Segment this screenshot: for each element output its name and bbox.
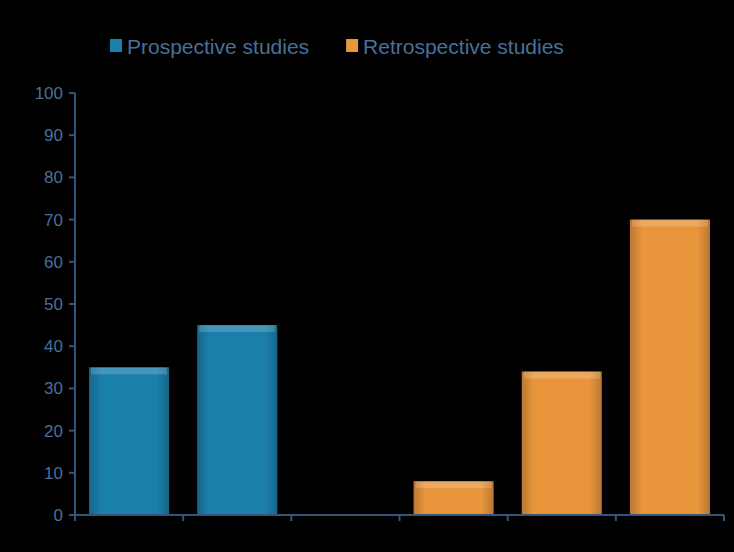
y-tick-label: 40 (44, 337, 63, 356)
bar-highlight (632, 220, 708, 227)
bar (630, 220, 710, 515)
y-tick (69, 430, 75, 432)
x-tick (507, 515, 509, 521)
y-tick (69, 472, 75, 474)
y-tick-label: 20 (44, 422, 63, 441)
y-tick-label: 100 (35, 84, 63, 103)
legend-label: Retrospective studies (363, 35, 564, 58)
bar-highlight (199, 325, 275, 332)
y-tick (69, 303, 75, 305)
y-tick-label: 0 (54, 506, 63, 525)
y-tick (69, 345, 75, 347)
y-tick (69, 134, 75, 136)
bar (414, 481, 494, 515)
bar (89, 367, 169, 515)
y-tick-label: 10 (44, 464, 63, 483)
legend-swatch (346, 39, 358, 52)
y-tick (69, 219, 75, 221)
legend-swatch (110, 39, 122, 52)
x-tick (723, 515, 725, 521)
x-tick (399, 515, 401, 521)
y-tick (69, 176, 75, 178)
y-tick-label: 60 (44, 253, 63, 272)
bar (197, 325, 277, 515)
x-tick (290, 515, 292, 521)
x-tick (182, 515, 184, 521)
bar-highlight (524, 372, 600, 379)
chart-root: 0 10 20 30 40 50 60 70 80 90 100 Prospective studie… (0, 0, 734, 552)
y-tick-label: 50 (44, 295, 63, 314)
y-tick-label: 30 (44, 379, 63, 398)
y-tick (69, 387, 75, 389)
y-tick (69, 92, 75, 94)
y-tick-label: 90 (44, 126, 63, 145)
bar (522, 372, 602, 515)
x-tick (74, 515, 76, 521)
x-tick (615, 515, 617, 521)
chart-svg: 0 10 20 30 40 50 60 70 80 90 100 Prospective studie… (0, 0, 734, 552)
y-tick-label: 70 (44, 211, 63, 230)
bars (89, 220, 710, 515)
legend: Prospective studies Retrospective studies (110, 35, 564, 58)
bar-highlight (91, 367, 167, 374)
legend-label: Prospective studies (127, 35, 309, 58)
y-tick (69, 261, 75, 263)
y-tick-label: 80 (44, 168, 63, 187)
bar-highlight (416, 481, 492, 488)
